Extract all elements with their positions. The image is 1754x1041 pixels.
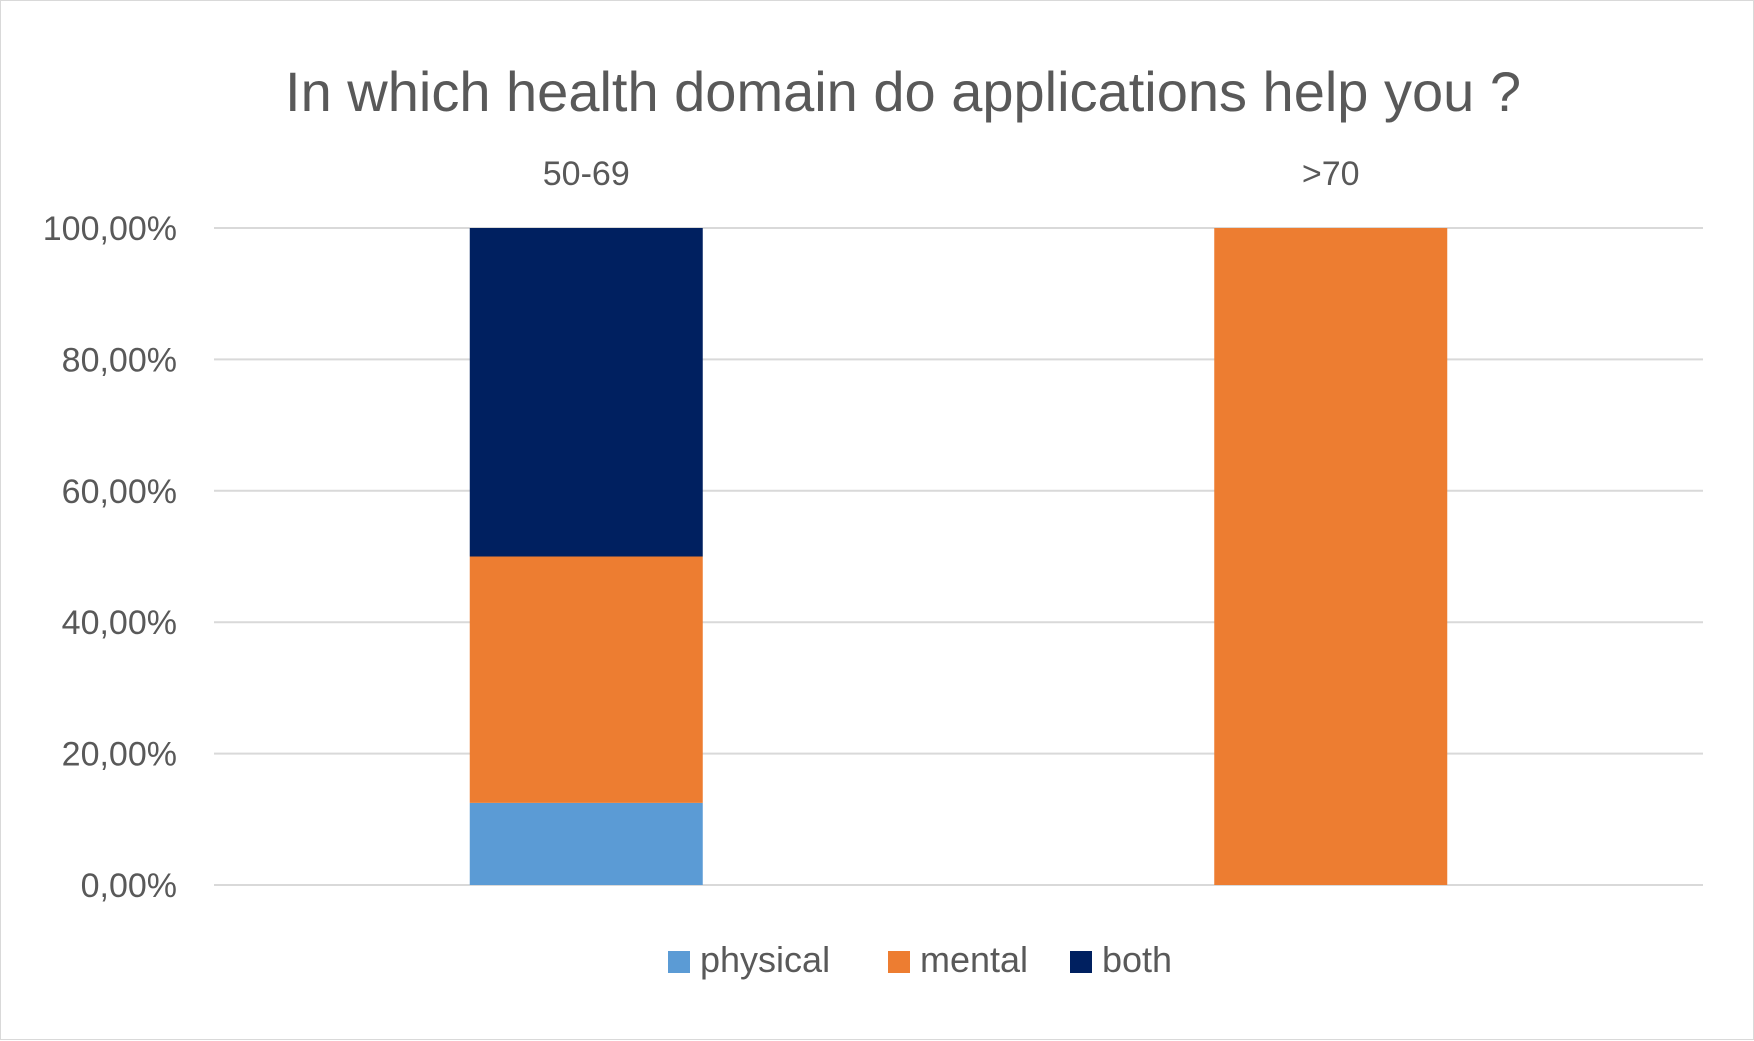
legend-label: physical: [700, 939, 830, 980]
gridlines: [214, 227, 1703, 886]
y-axis-ticks: 0,00% 20,00% 40,00% 60,00% 80,00% 100,00%: [43, 210, 177, 905]
bar-segment-both: [469, 228, 703, 557]
y-tick-label: 0,00%: [81, 867, 177, 905]
bar-segment-physical: [469, 802, 703, 885]
bar-segment-mental: [469, 556, 703, 803]
legend-swatch-physical: [668, 951, 690, 973]
legend-swatch-both: [1070, 951, 1092, 973]
y-tick-label: 20,00%: [62, 736, 177, 774]
legend-swatch-mental: [888, 951, 910, 973]
y-tick-label: 80,00%: [62, 341, 177, 379]
bars: [469, 228, 1448, 885]
chart-title: In which health domain do applications h…: [285, 60, 1521, 123]
y-tick-label: 40,00%: [62, 604, 177, 642]
legend: physical mental both: [668, 939, 1172, 980]
y-tick-label: 60,00%: [62, 473, 177, 511]
category-labels: 50-69 >70: [543, 155, 1360, 193]
category-label: >70: [1302, 155, 1360, 193]
legend-label: mental: [920, 939, 1028, 980]
y-tick-label: 100,00%: [43, 210, 177, 248]
category-label: 50-69: [543, 155, 630, 193]
bar-segment-mental: [1214, 228, 1448, 885]
legend-label: both: [1102, 939, 1172, 980]
